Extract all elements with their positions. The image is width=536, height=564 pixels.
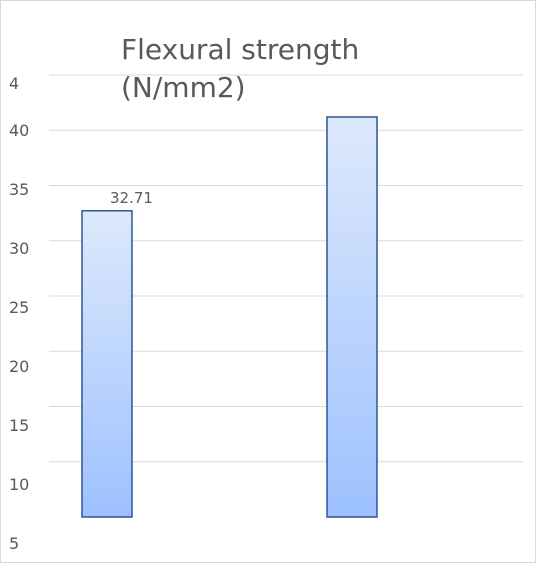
y-tick-label: 15 (9, 416, 29, 435)
bar-data-label: 32.71 (110, 189, 153, 207)
y-tick-label: 40 (9, 121, 29, 140)
y-axis-tick-labels: 5 10 15 20 25 30 35 40 4 (9, 74, 29, 553)
y-tick-label: 4 (9, 74, 19, 93)
chart-title-line-2: (N/mm2) (121, 71, 246, 104)
bar (81, 210, 133, 518)
y-tick-label: 10 (9, 475, 29, 494)
chart-title: Flexural strength (N/mm2) (121, 33, 359, 104)
y-tick-label: 30 (9, 239, 29, 258)
y-tick-label: 25 (9, 298, 29, 317)
chart-title-line-1: Flexural strength (121, 33, 359, 66)
y-tick-label: 35 (9, 180, 29, 199)
bar (326, 116, 378, 518)
bars (81, 116, 378, 518)
data-labels: 32.71 (110, 189, 153, 207)
y-tick-label: 20 (9, 357, 29, 376)
y-tick-label: 5 (9, 534, 19, 553)
